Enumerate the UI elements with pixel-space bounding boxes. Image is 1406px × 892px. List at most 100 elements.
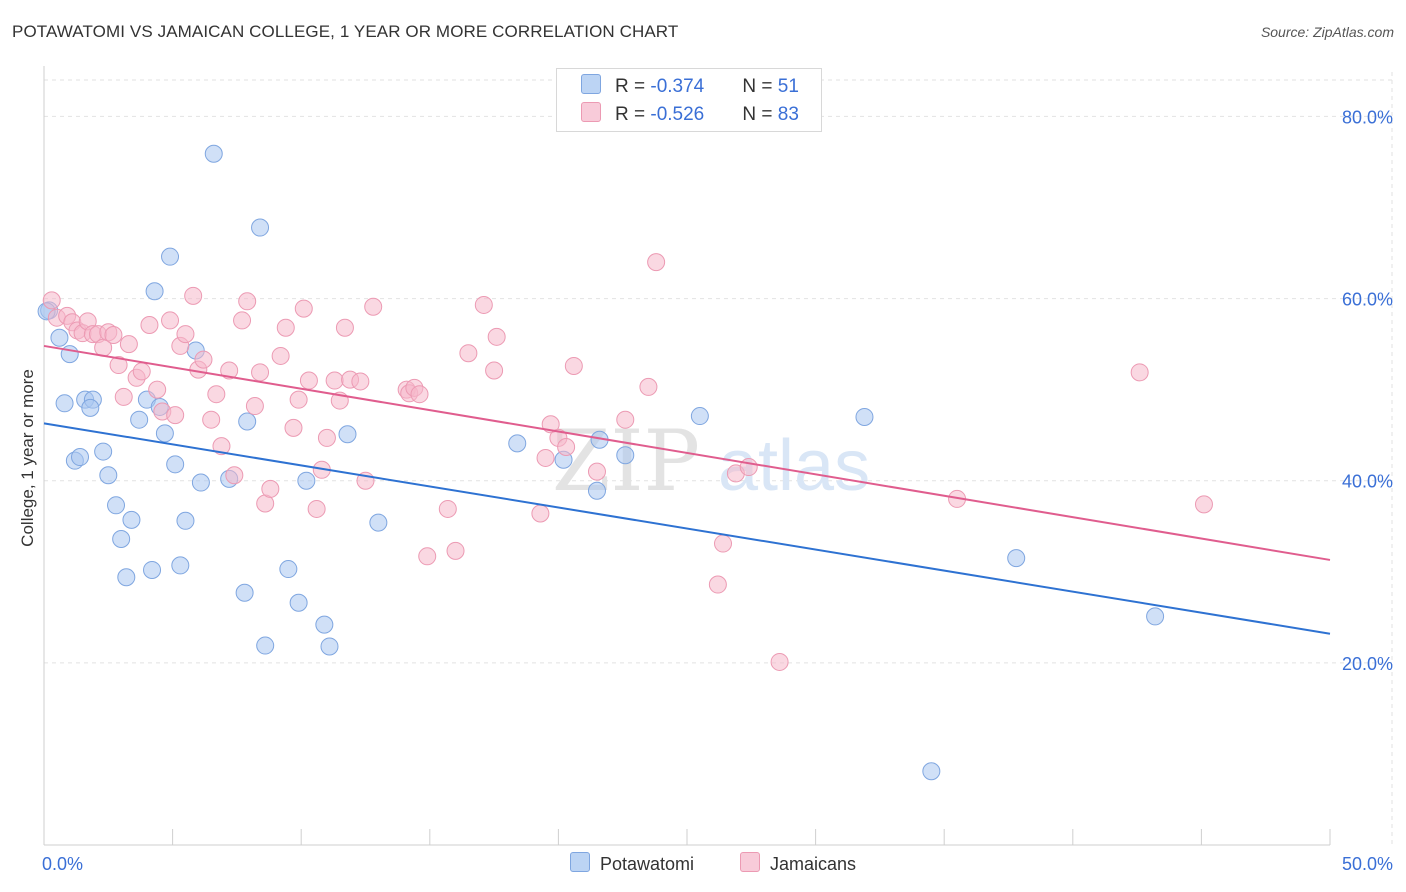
jamaicans-point: [245, 397, 264, 416]
x-tick-label: 50.0%: [1342, 854, 1393, 874]
potawatomi-point: [112, 530, 131, 548]
potawatomi-point: [616, 446, 635, 465]
r-label: R =: [615, 76, 651, 97]
potawatomi-point: [155, 424, 174, 443]
jamaicans-point: [1194, 495, 1213, 514]
potawatomi-point: [122, 510, 141, 529]
jamaicans-point: [114, 387, 133, 406]
jamaicans-point: [459, 344, 478, 363]
jamaicans-point: [225, 466, 244, 485]
potawatomi-point: [81, 398, 100, 417]
x-tick-label: 0.0%: [42, 854, 83, 874]
jamaicans-point: [647, 253, 666, 272]
jamaicans-point: [418, 547, 437, 566]
potawatomi-point: [94, 442, 113, 461]
pink-swatch: [581, 102, 601, 122]
potawatomi-point: [1007, 549, 1026, 568]
jamaicans-point: [166, 406, 185, 425]
potawatomi-point: [508, 434, 527, 453]
legend-row-jamaicans: R = -0.526 N = 83: [581, 102, 799, 128]
jamaicans-point: [119, 335, 138, 354]
axes: [43, 66, 1331, 846]
jamaicans-point: [587, 462, 606, 481]
potawatomi-point: [107, 496, 126, 515]
legend-item-potawatomi[interactable]: Potawatomi: [570, 852, 694, 875]
legend-row-potawatomi: R = -0.374 N = 51: [581, 74, 799, 100]
n-label: N =: [742, 76, 778, 97]
jamaicans-point: [251, 363, 270, 382]
legend-label: Potawatomi: [600, 854, 695, 874]
jamaicans-point: [132, 362, 151, 381]
jamaicans-point: [294, 299, 313, 318]
jamaicans-point: [276, 318, 295, 337]
jamaicans-point: [446, 541, 465, 560]
jamaicans-point: [238, 292, 257, 311]
jamaicans-point: [364, 297, 383, 316]
jamaicans-point: [233, 311, 252, 330]
potawatomi-point: [50, 328, 69, 347]
jamaicans-point: [307, 499, 326, 518]
jamaicans-point: [1130, 363, 1149, 382]
jamaicans-point: [140, 315, 159, 334]
potawatomi-point: [256, 636, 275, 655]
jamaicans-point: [194, 350, 213, 369]
jamaicans-point: [161, 311, 180, 330]
r-label: R =: [615, 104, 651, 125]
n-value: 83: [777, 104, 799, 125]
potawatomi-point: [171, 556, 190, 575]
potawatomi-point: [145, 282, 164, 301]
potawatomi-point: [99, 466, 118, 485]
legend-item-jamaicans[interactable]: Jamaicans: [740, 852, 856, 875]
jamaicans-point: [109, 356, 128, 375]
jamaicans-point: [42, 291, 61, 310]
jamaicans-point: [708, 575, 727, 594]
jamaicans-point: [220, 361, 239, 380]
legend-label: Jamaicans: [770, 854, 857, 874]
jamaicans-point: [739, 458, 758, 477]
jamaicans-trend-line: [43, 344, 1331, 561]
y-tick-label: 60.0%: [1342, 290, 1393, 310]
jamaicans-point: [299, 371, 318, 390]
jamaicans-point: [176, 325, 195, 344]
potawatomi-point: [369, 513, 388, 532]
jamaicans-point: [541, 415, 560, 434]
potawatomi-point: [251, 218, 270, 237]
chart-title: POTAWATOMI VS JAMAICAN COLLEGE, 1 YEAR O…: [12, 22, 679, 41]
potawatomi-point: [587, 481, 606, 500]
jamaicans-point: [335, 318, 354, 337]
jamaicans-point: [184, 286, 203, 305]
potawatomi-point: [320, 637, 339, 656]
jamaicans-point: [485, 361, 504, 380]
potawatomi-point: [71, 448, 90, 467]
potawatomi-point: [166, 455, 185, 474]
jamaicans-point: [438, 499, 457, 518]
pink-swatch: [740, 852, 760, 872]
potawatomi-point: [297, 471, 316, 490]
jamaicans-point: [639, 377, 658, 396]
jamaicans-point: [410, 385, 429, 404]
jamaicans-point: [284, 418, 303, 437]
jamaicans-point: [317, 428, 336, 447]
potawatomi-point: [161, 247, 180, 266]
jamaicans-point: [487, 327, 506, 346]
y-tick-label: 20.0%: [1342, 654, 1393, 674]
potawatomi-point: [922, 762, 941, 781]
potawatomi-point: [60, 345, 79, 364]
jamaicans-point: [474, 295, 493, 314]
jamaicans-point: [202, 410, 221, 429]
blue-swatch: [570, 852, 590, 872]
potawatomi-point: [204, 144, 223, 163]
r-value: -0.374: [650, 76, 705, 97]
jamaicans-point: [616, 410, 635, 429]
jamaicans-point: [325, 371, 344, 390]
y-tick-label: 40.0%: [1342, 472, 1393, 492]
potawatomi-point: [855, 407, 874, 426]
jamaicans-point: [531, 504, 550, 523]
potawatomi-point: [338, 425, 357, 444]
potawatomi-point: [289, 593, 308, 612]
n-label: N =: [742, 104, 778, 125]
potawatomi-point: [315, 615, 334, 634]
source-label: Source: ZipAtlas.com: [1260, 24, 1394, 40]
potawatomi-point: [238, 412, 257, 431]
